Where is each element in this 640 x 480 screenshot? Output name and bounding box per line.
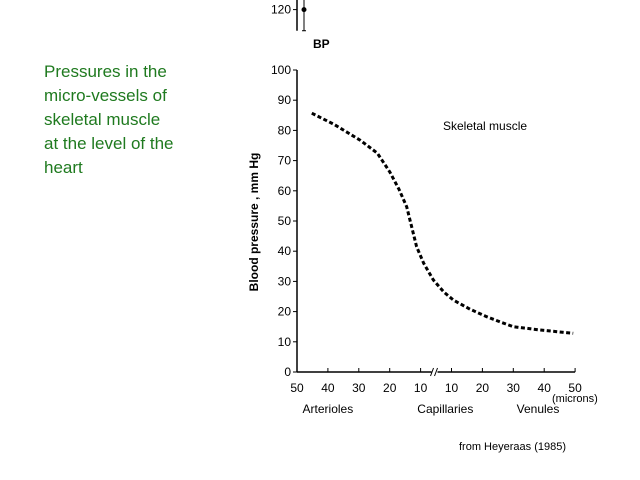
y-tick-label: 120: [271, 3, 291, 17]
x-tick-label: 40: [321, 381, 335, 395]
y-tick-label: 90: [278, 93, 292, 107]
x-tick-label: 20: [476, 381, 490, 395]
title-line: at the level of the: [44, 134, 174, 153]
pressure-curve: [311, 111, 574, 335]
x-tick-label: 30: [352, 381, 366, 395]
x-axis-break: [434, 367, 438, 377]
source-citation: from Heyeraas (1985): [459, 441, 566, 453]
y-tick-label: 80: [278, 123, 292, 137]
x-tick-label: 50: [568, 381, 582, 395]
title-line: heart: [44, 158, 83, 177]
x-tick-label: 10: [414, 381, 428, 395]
x-unit-label: (microns): [552, 393, 598, 405]
x-tick-label: 10: [445, 381, 459, 395]
y-tick-label: 20: [278, 305, 292, 319]
x-tick-label: 30: [507, 381, 521, 395]
x-tick-label: 20: [383, 381, 397, 395]
y-tick-label: 60: [278, 184, 292, 198]
y-tick-label: 100: [271, 63, 291, 77]
bp-label: BP: [313, 37, 330, 51]
title-line: Pressures in the: [44, 62, 167, 81]
x-tick-label: 50: [290, 381, 304, 395]
bp-point: [301, 7, 307, 13]
x-axis-break: [430, 367, 434, 377]
chart-title: Skeletal muscle: [443, 119, 527, 133]
title-line: skeletal muscle: [44, 110, 161, 129]
y-axis-label: Blood pressure , mm Hg: [247, 153, 261, 292]
y-tick-label: 0: [284, 365, 291, 379]
title-line: micro-vessels of: [44, 86, 167, 105]
y-tick-label: 50: [278, 214, 292, 228]
x-tick-label: 40: [538, 381, 552, 395]
x-group-label: Capillaries: [417, 402, 473, 416]
y-tick-label: 70: [278, 154, 292, 168]
y-tick-label: 40: [278, 244, 292, 258]
x-group-label: Arterioles: [303, 402, 354, 416]
slide-title: Pressures in the micro-vessels of skelet…: [44, 60, 214, 180]
y-tick-label: 10: [278, 335, 292, 349]
y-tick-label: 30: [278, 274, 292, 288]
x-group-label: Venules: [517, 402, 560, 416]
